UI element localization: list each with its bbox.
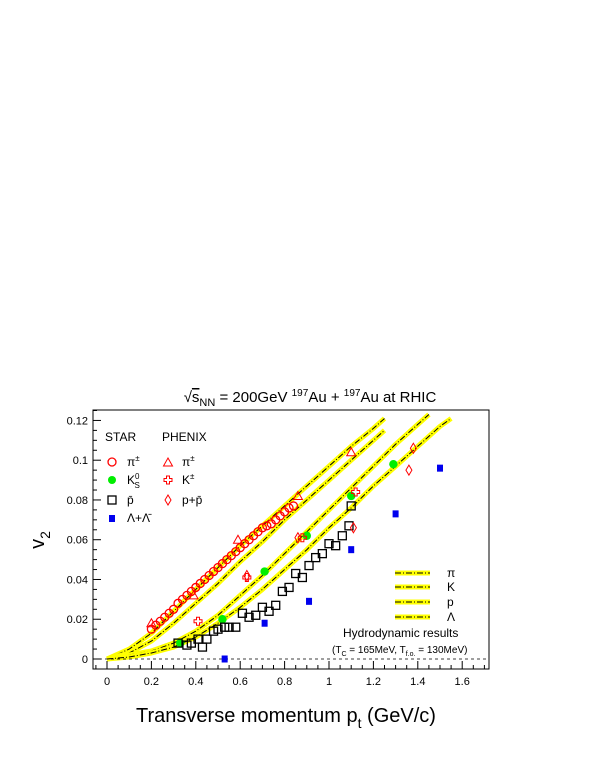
legend: STAR PHENIX π± K0 S p̄ Λ+Λ̄ π± K± p+p̄ xyxy=(105,430,207,525)
point-s4-2 xyxy=(232,534,244,544)
point-s2-18 xyxy=(284,582,294,593)
point-s5-3 xyxy=(351,487,361,497)
point-s2-21 xyxy=(304,560,314,571)
point-s0-31 xyxy=(284,503,294,513)
legend-star-pbar-marker xyxy=(107,495,117,505)
hydro-legend-title: Hydrodynamic results xyxy=(343,626,458,640)
x-tick-label: 0.8 xyxy=(277,676,292,688)
legend-phenix-pi-marker xyxy=(162,456,174,467)
x-tick-label: 0.2 xyxy=(144,676,159,688)
hydro-curve-line-2 xyxy=(106,414,430,660)
legend-star-lambda-label: Λ+Λ̄ xyxy=(127,511,152,525)
legend-star-k-marker xyxy=(108,476,116,484)
legend-star-pi-marker xyxy=(107,457,117,467)
point-s2-15 xyxy=(264,606,274,616)
y-tick-label: 0.1 xyxy=(73,455,88,467)
y-tick-label: 0.12 xyxy=(67,415,88,427)
x-tick-label: 0.6 xyxy=(233,676,248,688)
legend-star-header: STAR xyxy=(105,430,136,444)
legend-phenix-k-marker xyxy=(163,475,173,485)
legend-phenix-k-label: K± xyxy=(182,472,195,487)
point-s2-10 xyxy=(231,622,241,632)
y-tick-label: 0.04 xyxy=(67,574,88,586)
point-s3-5 xyxy=(437,464,443,472)
point-s0-32 xyxy=(288,501,299,511)
point-s2-12 xyxy=(244,612,254,622)
point-s1-5 xyxy=(389,459,398,469)
point-s2-9 xyxy=(224,622,234,632)
y-tick-label: 0 xyxy=(82,654,88,666)
data-markers xyxy=(146,442,443,663)
y-axis-title: v2 xyxy=(27,531,53,549)
hydro-curve-band-1 xyxy=(106,428,387,662)
point-s6-0 xyxy=(243,569,251,582)
y-tick-label: 0.02 xyxy=(67,614,88,626)
point-s2-13 xyxy=(251,610,261,620)
point-s3-4 xyxy=(392,510,399,518)
legend-star-pbar-label: p̄ xyxy=(127,493,134,507)
x-tick-label: 1 xyxy=(326,676,332,688)
point-s2-7 xyxy=(213,624,223,634)
hydro-curve-line-3 xyxy=(106,418,452,660)
hydro-legend-p: p xyxy=(447,595,454,609)
point-s0-5 xyxy=(168,604,179,614)
point-s5-1 xyxy=(242,572,252,582)
hydro-curve-line-1 xyxy=(106,430,385,660)
x-tick-label: 1.6 xyxy=(455,676,470,688)
point-s2-23 xyxy=(317,548,327,559)
point-s6-3 xyxy=(405,464,413,477)
point-s2-28 xyxy=(346,501,356,511)
point-s3-1 xyxy=(261,619,268,627)
legend-star-k-label: K0 S xyxy=(127,472,140,490)
point-s1-1 xyxy=(218,615,227,624)
point-s2-24 xyxy=(324,539,334,549)
x-tick-label: 0.4 xyxy=(188,676,203,688)
point-s6-1 xyxy=(294,531,302,544)
point-s0-25 xyxy=(257,523,268,533)
point-s2-4 xyxy=(197,642,208,652)
hydro-legend-k: K xyxy=(447,580,455,594)
point-s3-0 xyxy=(221,655,228,663)
legend-phenix-p-label: p+p̄ xyxy=(182,493,203,507)
point-s2-25 xyxy=(331,541,341,551)
point-s2-27 xyxy=(344,521,354,531)
point-s2-5 xyxy=(202,634,212,644)
point-s3-2 xyxy=(306,597,313,605)
legend-phenix-p-marker xyxy=(164,494,172,506)
hydro-legend-params: (TC = 165MeV, Tf.o. = 130MeV) xyxy=(332,645,467,658)
point-s2-16 xyxy=(271,600,281,610)
axis-ticks: 0 0.2 0.4 0.6 0.8 1 1.2 1.4 1.6 0 0.02 0.04 0.06 0.08… xyxy=(67,410,485,688)
point-s2-0 xyxy=(173,638,183,648)
x-tick-label: 1.2 xyxy=(366,676,381,688)
point-s3-3 xyxy=(348,546,355,554)
legend-star-pi-label: π± xyxy=(127,454,140,469)
x-axis-title: Transverse momentum pt (GeV/c) xyxy=(136,705,436,731)
point-s4-3 xyxy=(292,490,304,500)
point-s5-0 xyxy=(193,616,203,626)
x-tick-label: 0 xyxy=(104,676,110,688)
point-s4-4 xyxy=(345,446,357,457)
hydro-legend-pi: π xyxy=(447,566,455,580)
chart-title: √sNN = 200GeV 197Au + 197Au at RHIC xyxy=(184,388,437,409)
hydro-legend-lambda: Λ xyxy=(447,610,455,624)
x-tick-label: 1.4 xyxy=(410,676,425,688)
point-s2-26 xyxy=(337,531,347,541)
y-tick-label: 0.08 xyxy=(67,495,88,507)
point-s0-26 xyxy=(262,521,272,531)
y-tick-label: 0.06 xyxy=(67,535,88,547)
point-s4-0 xyxy=(146,617,157,628)
hydro-legend: π K p Λ Hydrodynamic results (TC = 165Me… xyxy=(332,566,467,658)
point-s4-1 xyxy=(188,589,199,600)
point-s1-2 xyxy=(260,567,269,576)
legend-star-lambda-marker xyxy=(109,515,115,522)
point-s5-2 xyxy=(297,533,307,543)
point-s2-20 xyxy=(297,572,308,583)
legend-phenix-header: PHENIX xyxy=(162,430,207,444)
legend-phenix-pi-label: π± xyxy=(182,454,195,469)
point-s6-4 xyxy=(409,442,417,455)
point-s6-2 xyxy=(349,521,358,534)
